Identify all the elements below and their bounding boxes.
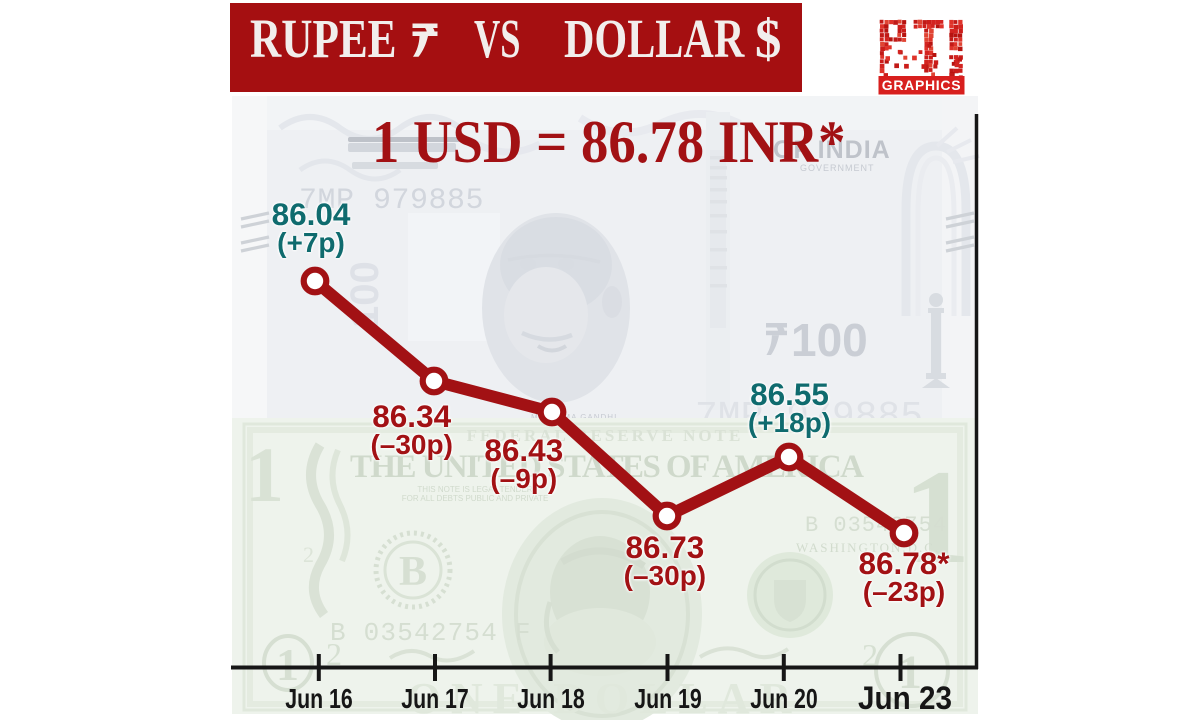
svg-text:ONE DOLLAR: ONE DOLLAR (407, 674, 802, 720)
svg-text:1: 1 (276, 639, 299, 690)
svg-text:FOR ALL DEBTS PUBLIC AND PRIVA: FOR ALL DEBTS PUBLIC AND PRIVATE (402, 494, 549, 503)
svg-text:GOVERNMENT: GOVERNMENT (800, 163, 875, 173)
svg-text:7MP 979885: 7MP 979885 (299, 184, 484, 218)
svg-text:B 03542754 F: B 03542754 F (330, 618, 532, 648)
svg-text:1: 1 (245, 431, 284, 518)
svg-text:MAHATMA GANDHI: MAHATMA GANDHI (531, 413, 617, 422)
svg-text:2: 2 (326, 636, 342, 672)
svg-text:OF INDIA: OF INDIA (773, 136, 891, 164)
svg-text:2: 2 (862, 637, 878, 673)
svg-text:B: B (399, 549, 427, 595)
svg-text:100: 100 (791, 314, 868, 366)
svg-text:2: 2 (303, 542, 314, 567)
svg-text:FEDERAL RESERVE NOTE: FEDERAL RESERVE NOTE (467, 426, 744, 445)
svg-text:THIS NOTE IS LEGAL TENDER: THIS NOTE IS LEGAL TENDER (417, 485, 532, 494)
svg-text:GRAPHICS: GRAPHICS (882, 77, 962, 93)
svg-text:1: 1 (903, 443, 971, 592)
